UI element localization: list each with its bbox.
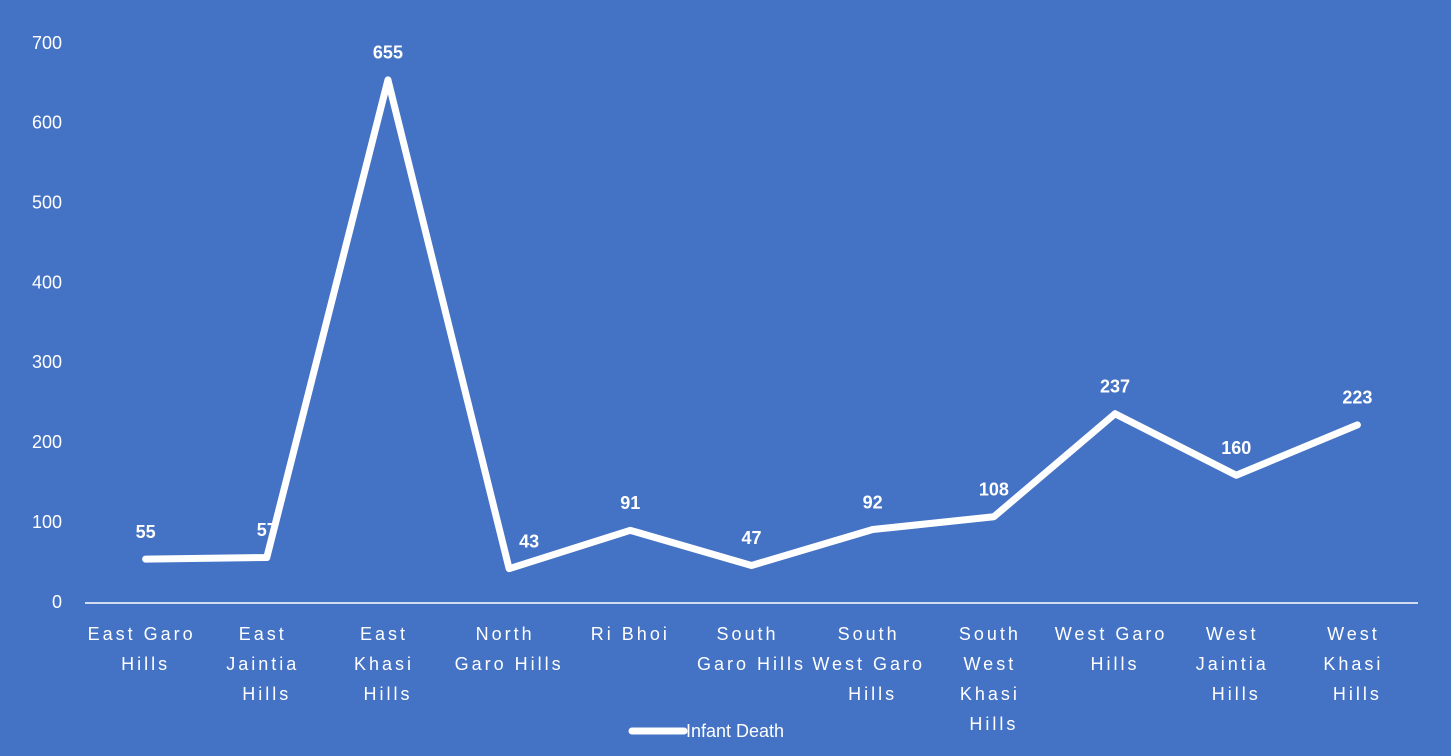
data-label: 57 <box>257 520 277 540</box>
data-label: 655 <box>373 43 403 63</box>
data-label: 223 <box>1342 388 1372 408</box>
x-tick-label: West Jaintia Hills <box>1196 624 1277 704</box>
data-label: 43 <box>519 531 539 551</box>
data-label: 92 <box>863 492 883 512</box>
data-label: 47 <box>741 528 761 548</box>
x-tick-label: South West Khasi Hills <box>959 624 1029 734</box>
x-tick-label: East Garo Hills <box>88 624 204 674</box>
x-tick-label: South Garo Hills <box>697 624 806 674</box>
y-tick-label: 200 <box>32 432 62 452</box>
y-tick-label: 0 <box>52 592 62 612</box>
legend-label: Infant Death <box>686 721 784 741</box>
data-label: 108 <box>979 480 1009 500</box>
x-tick-label: East Jaintia Hills <box>226 624 307 704</box>
y-tick-label: 600 <box>32 113 62 133</box>
data-label: 91 <box>620 493 640 513</box>
x-tick-label: West Khasi Hills <box>1323 624 1391 704</box>
data-label: 160 <box>1221 438 1251 458</box>
y-tick-label: 700 <box>32 33 62 53</box>
x-tick-label: North Garo Hills <box>455 624 564 674</box>
y-tick-label: 400 <box>32 272 62 292</box>
y-tick-label: 100 <box>32 512 62 532</box>
data-label: 55 <box>136 522 156 542</box>
x-tick-label: South West Garo Hills <box>812 624 933 704</box>
x-tick-label: East Khasi Hills <box>354 624 422 704</box>
y-tick-label: 500 <box>32 192 62 212</box>
y-tick-label: 300 <box>32 352 62 372</box>
data-line <box>142 76 1361 573</box>
data-label: 237 <box>1100 376 1130 396</box>
x-tick-label: West Garo Hills <box>1055 624 1176 674</box>
x-tick-label: Ri Bhoi <box>591 624 670 644</box>
